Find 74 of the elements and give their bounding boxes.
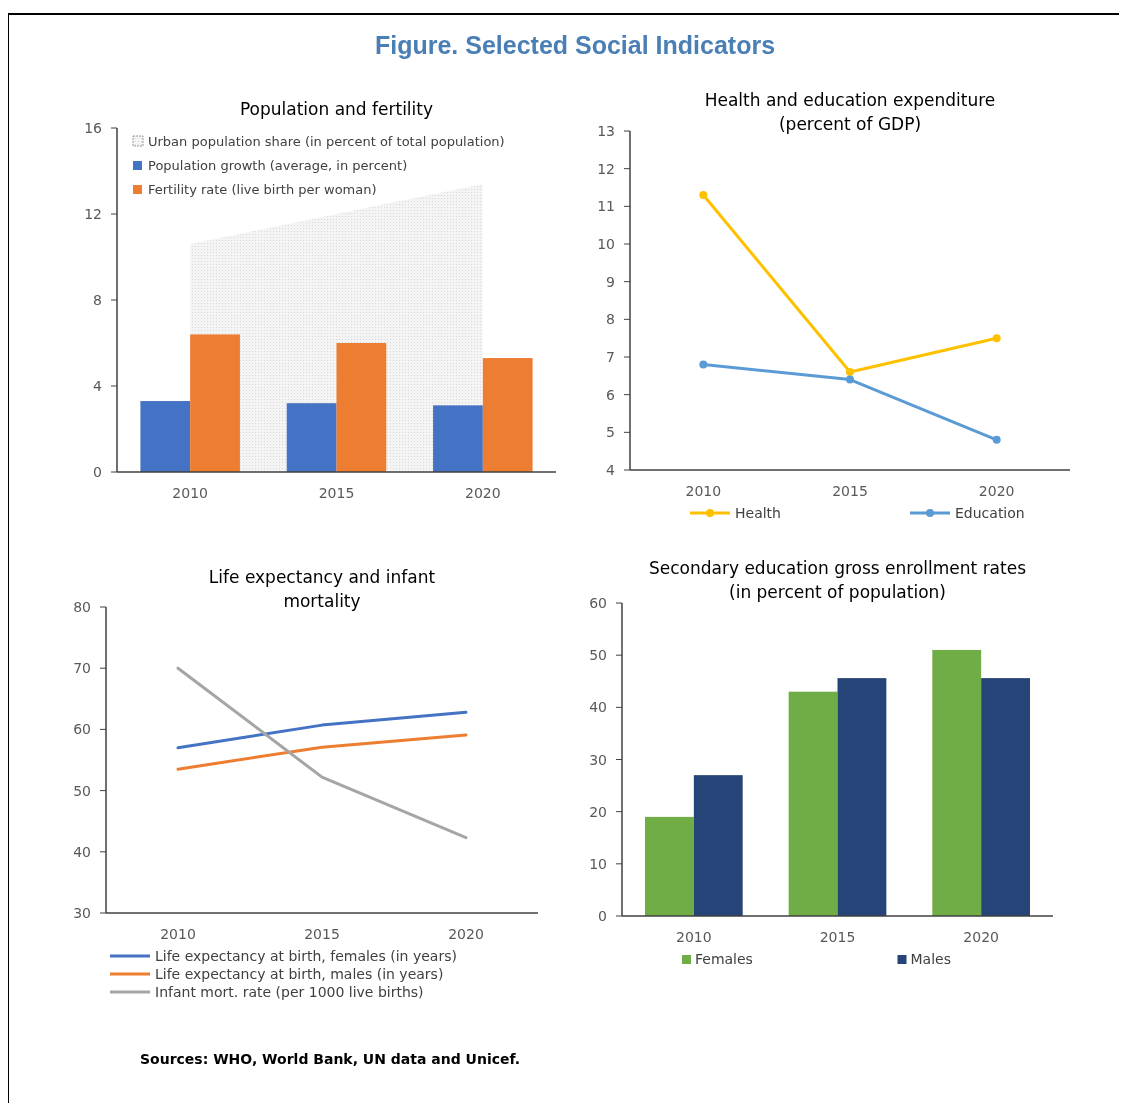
bar <box>693 775 743 916</box>
legend-label: Education <box>955 505 1025 521</box>
bar <box>140 401 191 472</box>
y-tick-label: 11 <box>597 198 615 215</box>
legend-label: Females <box>695 951 753 967</box>
legend-label: Population growth (average, in percent) <box>148 158 408 173</box>
y-tick-label: 9 <box>606 273 615 290</box>
y-tick-label: 50 <box>73 782 91 799</box>
point <box>699 360 708 369</box>
y-tick-label: 50 <box>589 647 607 664</box>
legend-label: Life expectancy at birth, females (in years) <box>155 948 457 964</box>
y-tick-label: 4 <box>606 462 616 478</box>
chart-title: Population and fertility <box>239 99 434 119</box>
y-tick-label: 60 <box>589 595 607 611</box>
legend-label: Males <box>910 951 951 967</box>
y-tick-label: 8 <box>93 292 102 308</box>
y-tick-label: 20 <box>589 803 607 820</box>
point <box>992 435 1001 444</box>
bar <box>932 649 982 916</box>
bar <box>433 405 483 472</box>
y-tick-label: 40 <box>73 843 91 860</box>
y-tick-label: 10 <box>597 236 615 252</box>
bar <box>981 678 1031 916</box>
x-tick-label: 2015 <box>819 929 856 945</box>
legend-label: Urban population share (in percent of total population) <box>148 134 505 149</box>
y-tick-label: 13 <box>597 123 615 139</box>
y-tick-label: 40 <box>589 699 607 716</box>
y-tick-label: 0 <box>93 464 102 480</box>
x-tick-label: 2020 <box>448 926 484 942</box>
y-tick-label: 60 <box>73 721 91 738</box>
x-tick-label: 2020 <box>978 483 1015 499</box>
y-tick-label: 4 <box>93 378 103 394</box>
legend-label: Fertility rate (live birth per woman) <box>148 182 377 197</box>
bar <box>286 403 337 472</box>
source-note: Sources: WHO, World Bank, UN data and Unicef. <box>140 1051 521 1067</box>
y-tick-label: 70 <box>73 660 91 677</box>
x-tick-label: 2010 <box>172 485 208 501</box>
text: Figure. Selected Social Indicators <box>374 31 776 59</box>
x-tick-label: 2020 <box>963 929 999 945</box>
y-tick-label: 30 <box>589 751 607 768</box>
chart-title: Secondary education gross enrollment rates (in percent of population) <box>648 558 1027 602</box>
y-tick-label: 30 <box>73 905 91 921</box>
y-tick-label: 12 <box>597 160 615 177</box>
legend-label: Life expectancy at birth, males (in years) <box>155 966 444 982</box>
chart-title: Health and education expenditure (percent of GDP) <box>704 90 996 134</box>
bar <box>190 334 240 472</box>
chart-title: Life expectancy and infant mortality <box>208 567 436 611</box>
x-tick-label: 2015 <box>318 485 355 501</box>
y-tick-label: 0 <box>598 908 607 924</box>
bar <box>788 691 838 916</box>
bar <box>644 816 694 916</box>
y-tick-label: 8 <box>606 311 615 328</box>
x-tick-label: 2015 <box>304 926 340 942</box>
bar <box>482 358 533 472</box>
y-tick-label: 7 <box>606 349 615 365</box>
x-tick-label: 2020 <box>465 485 501 501</box>
bar <box>336 343 387 472</box>
y-tick-label: 80 <box>73 599 91 615</box>
x-tick-label: 2015 <box>832 483 868 499</box>
y-tick-label: 16 <box>84 120 103 136</box>
point <box>846 375 854 384</box>
y-tick-label: 12 <box>84 206 102 222</box>
x-tick-label: 2010 <box>160 926 196 942</box>
x-tick-label: 2010 <box>685 483 722 499</box>
point <box>992 334 1001 343</box>
x-tick-label: 2010 <box>676 929 712 945</box>
y-tick-label: 6 <box>606 386 616 403</box>
legend-label: Health <box>735 505 781 521</box>
y-tick-label: 10 <box>589 855 607 872</box>
point <box>699 191 708 200</box>
y-tick-label: 5 <box>606 424 615 441</box>
point <box>846 368 854 377</box>
legend-label: Infant mort. rate (per 1000 live births) <box>155 984 424 1000</box>
bar <box>837 678 887 916</box>
